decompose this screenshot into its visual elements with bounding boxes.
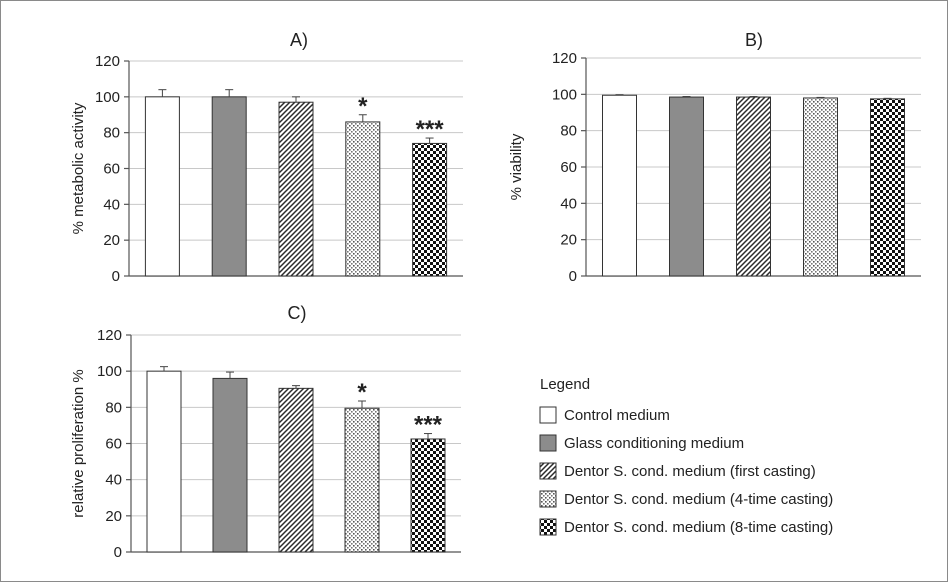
bar xyxy=(412,142,448,277)
bar xyxy=(212,377,248,553)
significance-mark: *** xyxy=(414,412,443,439)
y-tick-label: 0 xyxy=(569,268,577,285)
y-tick-label: 100 xyxy=(97,363,122,380)
legend-label: Dentor S. cond. medium (4-time casting) xyxy=(564,491,833,508)
legend-label: Dentor S. cond. medium (first casting) xyxy=(564,463,816,480)
bar xyxy=(211,96,247,277)
significance-mark: *** xyxy=(416,116,445,143)
legend-swatch xyxy=(539,434,557,452)
bar xyxy=(146,370,182,553)
y-tick-label: 120 xyxy=(97,327,122,344)
y-tick-label: 60 xyxy=(103,161,120,178)
legend-title: Legend xyxy=(540,376,590,393)
y-tick-label: 0 xyxy=(112,268,120,285)
y-tick-label: 60 xyxy=(560,159,577,176)
y-tick-label: 100 xyxy=(95,89,120,106)
legend-swatch xyxy=(539,406,557,424)
bar xyxy=(870,98,905,277)
bar xyxy=(669,96,704,277)
y-tick-label: 20 xyxy=(560,232,577,249)
y-tick-label: 80 xyxy=(105,399,122,416)
legend-label: Glass conditioning medium xyxy=(564,435,744,452)
bar xyxy=(278,101,314,277)
y-tick-label: 20 xyxy=(103,232,120,249)
panel-title: C) xyxy=(288,303,307,323)
y-tick-label: 80 xyxy=(103,125,120,142)
y-tick-label: 80 xyxy=(560,123,577,140)
significance-mark: * xyxy=(358,93,368,120)
y-axis-label: % metabolic activity xyxy=(70,102,87,234)
panel-c: 0 20 40 60 80 100 120 C) relative proliferation … xyxy=(70,303,461,561)
y-tick-label: 100 xyxy=(552,86,577,103)
legend-swatch xyxy=(539,490,557,508)
bar xyxy=(344,407,380,553)
y-axis-label: % viability xyxy=(508,133,525,200)
y-tick-label: 40 xyxy=(105,472,122,489)
bar xyxy=(736,96,771,277)
y-tick-label: 40 xyxy=(560,195,577,212)
y-tick-label: 120 xyxy=(95,53,120,70)
bar xyxy=(602,94,637,277)
significance-mark: * xyxy=(357,379,367,406)
legend-label: Dentor S. cond. medium (8-time casting) xyxy=(564,519,833,536)
panel-title: A) xyxy=(290,30,308,50)
legend: Legend Control medium Glass conditioning m… xyxy=(539,376,833,536)
y-axis-label: relative proliferation % xyxy=(70,369,87,517)
panel-title: B) xyxy=(745,30,763,50)
legend-label: Control medium xyxy=(564,407,670,424)
y-tick-label: 20 xyxy=(105,508,122,525)
bar xyxy=(345,121,381,277)
bar xyxy=(278,387,314,553)
y-tick-label: 0 xyxy=(114,544,122,561)
y-tick-label: 40 xyxy=(103,196,120,213)
y-tick-label: 120 xyxy=(552,50,577,67)
bar xyxy=(803,97,838,277)
legend-swatch xyxy=(539,518,557,536)
bar xyxy=(410,438,446,553)
y-tick-label: 60 xyxy=(105,436,122,453)
legend-swatch xyxy=(539,462,557,480)
bar xyxy=(144,96,180,277)
panel-b: 0 20 40 60 80 100 120 B) % viability xyxy=(508,30,921,285)
